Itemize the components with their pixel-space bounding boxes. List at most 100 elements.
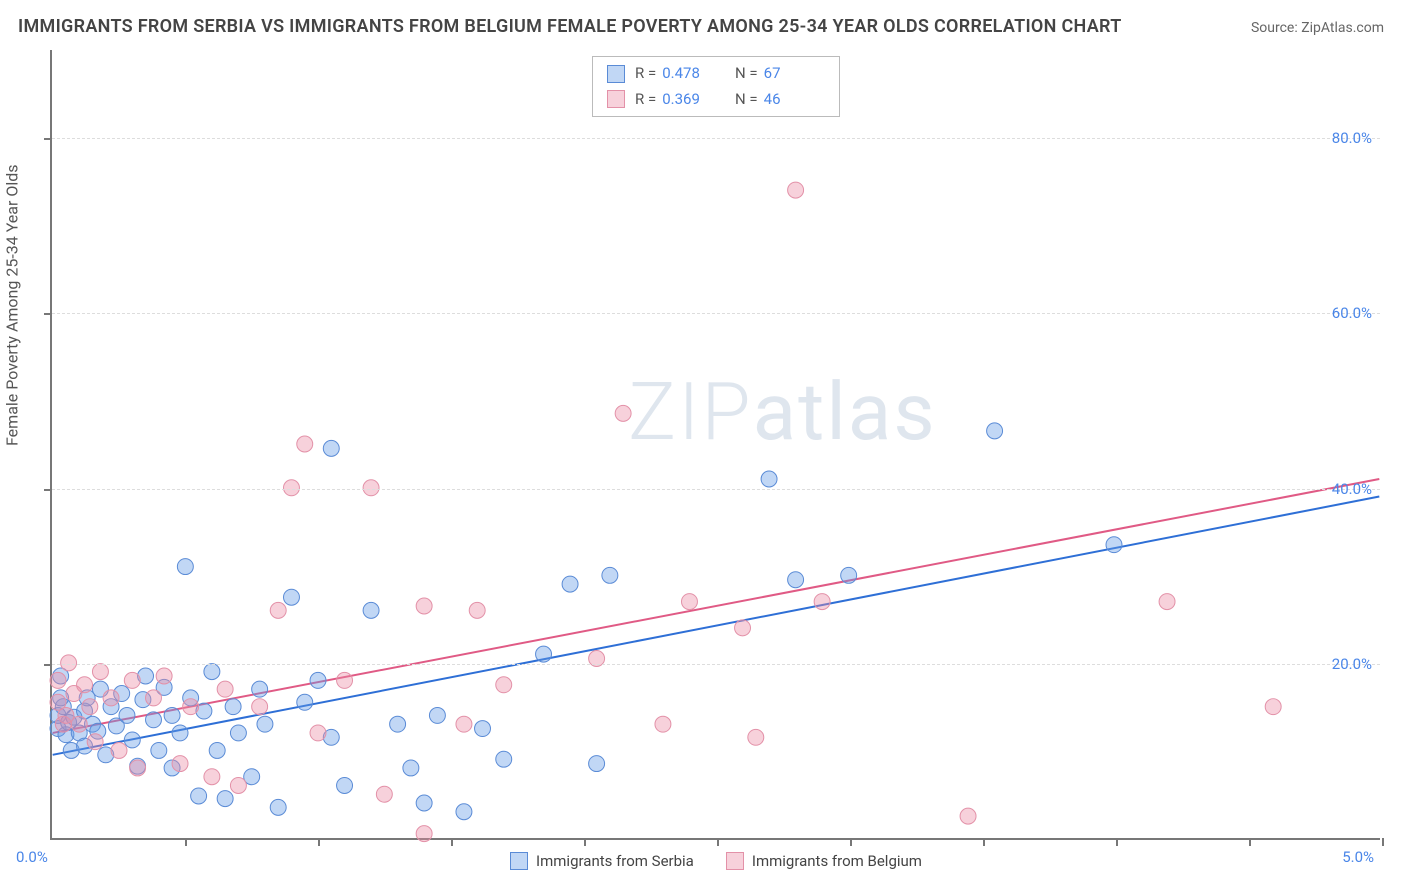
scatter-point bbox=[496, 751, 512, 767]
scatter-point bbox=[960, 808, 976, 824]
legend-label: Immigrants from Serbia bbox=[536, 852, 694, 870]
scatter-point bbox=[469, 602, 485, 618]
scatter-point bbox=[172, 725, 188, 741]
x-tick bbox=[318, 838, 320, 846]
scatter-point bbox=[204, 769, 220, 785]
scatter-point bbox=[61, 655, 77, 671]
scatter-point bbox=[257, 716, 273, 732]
gridline bbox=[52, 664, 1380, 665]
y-tick bbox=[44, 313, 52, 315]
scatter-point bbox=[310, 725, 326, 741]
x-tick bbox=[1249, 838, 1251, 846]
legend-stat-row: R =0.369N =46 bbox=[607, 87, 825, 113]
scatter-point bbox=[562, 576, 578, 592]
scatter-point bbox=[416, 826, 432, 842]
scatter-point bbox=[82, 699, 98, 715]
scatter-point bbox=[130, 760, 146, 776]
scatter-point bbox=[119, 707, 135, 723]
scatter-point bbox=[297, 694, 313, 710]
y-tick-label: 20.0% bbox=[1332, 655, 1372, 673]
legend-item: Immigrants from Serbia bbox=[510, 852, 694, 870]
scatter-point bbox=[146, 690, 162, 706]
source-label: Source: bbox=[1251, 20, 1298, 36]
scatter-point bbox=[77, 677, 93, 693]
legend-swatch bbox=[607, 65, 625, 83]
scatter-point bbox=[788, 572, 804, 588]
legend-item: Immigrants from Belgium bbox=[726, 852, 922, 870]
scatter-point bbox=[172, 756, 188, 772]
scatter-point bbox=[191, 788, 207, 804]
legend-statistics: R =0.478 N =67R =0.369N =46 bbox=[592, 56, 840, 117]
scatter-point bbox=[814, 594, 830, 610]
legend-swatch bbox=[607, 90, 625, 108]
scatter-point bbox=[283, 480, 299, 496]
x-tick bbox=[451, 838, 453, 846]
scatter-point bbox=[615, 405, 631, 421]
scatter-point bbox=[403, 760, 419, 776]
scatter-point bbox=[1106, 537, 1122, 553]
scatter-point bbox=[230, 725, 246, 741]
scatter-point bbox=[252, 681, 268, 697]
legend-n: N =46 bbox=[735, 87, 825, 113]
legend-series: Immigrants from Serbia Immigrants from Be… bbox=[52, 852, 1380, 870]
scatter-point bbox=[87, 734, 103, 750]
scatter-point bbox=[337, 777, 353, 793]
y-tick bbox=[44, 138, 52, 140]
scatter-point bbox=[841, 567, 857, 583]
scatter-point bbox=[416, 598, 432, 614]
scatter-point bbox=[655, 716, 671, 732]
legend-label: Immigrants from Belgium bbox=[752, 852, 922, 870]
scatter-point bbox=[337, 672, 353, 688]
scatter-points-layer bbox=[52, 50, 1380, 838]
scatter-point bbox=[748, 729, 764, 745]
chart-title: IMMIGRANTS FROM SERBIA VS IMMIGRANTS FRO… bbox=[18, 16, 1122, 37]
y-tick-label: 80.0% bbox=[1332, 129, 1372, 147]
scatter-point bbox=[363, 480, 379, 496]
scatter-point bbox=[735, 620, 751, 636]
legend-swatch bbox=[510, 852, 528, 870]
scatter-point bbox=[270, 799, 286, 815]
gridline bbox=[52, 138, 1380, 139]
scatter-point bbox=[475, 721, 491, 737]
scatter-point bbox=[146, 712, 162, 728]
y-tick-label: 40.0% bbox=[1332, 480, 1372, 498]
scatter-point bbox=[164, 707, 180, 723]
scatter-point bbox=[124, 732, 140, 748]
legend-swatch bbox=[726, 852, 744, 870]
y-tick bbox=[44, 489, 52, 491]
source-value: ZipAtlas.com bbox=[1301, 20, 1384, 36]
x-tick bbox=[850, 838, 852, 846]
scatter-point bbox=[204, 664, 220, 680]
scatter-point bbox=[283, 589, 299, 605]
scatter-point bbox=[602, 567, 618, 583]
scatter-point bbox=[217, 681, 233, 697]
scatter-point bbox=[429, 707, 445, 723]
scatter-point bbox=[252, 699, 268, 715]
y-axis-label: Female Poverty Among 25-34 Year Olds bbox=[3, 164, 22, 446]
gridline bbox=[52, 489, 1380, 490]
scatter-point bbox=[270, 602, 286, 618]
legend-n: N =67 bbox=[735, 61, 825, 87]
x-tick bbox=[983, 838, 985, 846]
scatter-point bbox=[92, 664, 108, 680]
scatter-point bbox=[496, 677, 512, 693]
x-axis-start-label: 0.0% bbox=[16, 848, 48, 866]
x-tick bbox=[1382, 838, 1384, 846]
scatter-point bbox=[209, 742, 225, 758]
scatter-point bbox=[681, 594, 697, 610]
legend-stat-row: R =0.478 N =67 bbox=[607, 61, 825, 87]
scatter-point bbox=[390, 716, 406, 732]
scatter-point bbox=[225, 699, 241, 715]
y-tick-label: 60.0% bbox=[1332, 304, 1372, 322]
x-tick bbox=[185, 838, 187, 846]
scatter-plot: ZIPatlas R =0.478N =67R =0.369N =46 0.0%… bbox=[50, 50, 1380, 840]
scatter-point bbox=[456, 804, 472, 820]
y-tick bbox=[44, 664, 52, 666]
scatter-point bbox=[1265, 699, 1281, 715]
x-tick bbox=[584, 838, 586, 846]
scatter-point bbox=[987, 423, 1003, 439]
scatter-point bbox=[536, 646, 552, 662]
scatter-point bbox=[71, 716, 87, 732]
legend-r: R =0.478 bbox=[635, 61, 725, 87]
gridline bbox=[52, 313, 1380, 314]
